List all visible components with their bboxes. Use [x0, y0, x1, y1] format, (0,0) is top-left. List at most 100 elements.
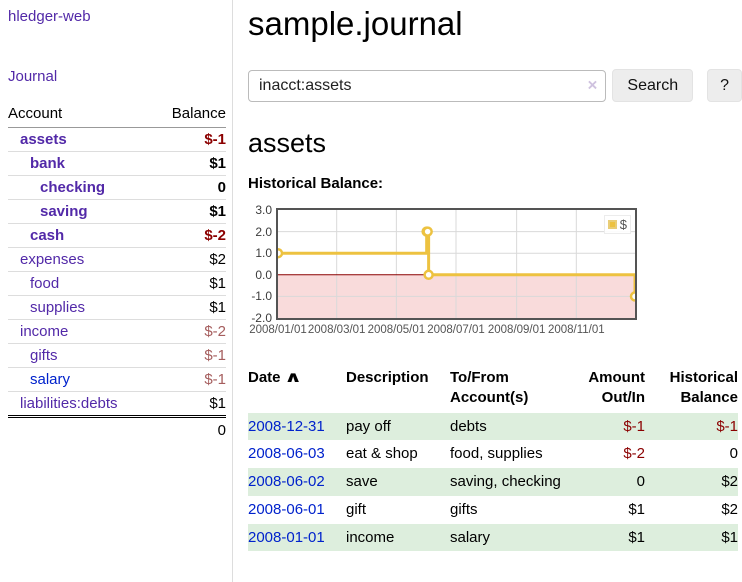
account-row-bank: bank $1 [8, 152, 226, 176]
account-link-expenses[interactable]: expenses [20, 251, 85, 268]
account-link-assets[interactable]: assets [20, 131, 67, 148]
transaction-date-link[interactable]: 2008-06-03 [248, 445, 325, 463]
x-axis-tick-label: 2008/05/01 [367, 324, 426, 336]
y-axis-tick-label: -2.0 [251, 311, 272, 325]
chart-plot-area[interactable]: $ [276, 208, 637, 320]
transaction-accounts: saving, checking [450, 468, 573, 496]
register-row: 2008-06-01 gift gifts $1 $2 [248, 496, 738, 524]
account-row-salary: salary $-1 [8, 368, 226, 392]
account-row-saving: saving $1 [8, 200, 226, 224]
transaction-amount: 0 [573, 468, 645, 496]
x-axis-tick-label: 2008/09/01 [487, 324, 546, 336]
account-link-supplies[interactable]: supplies [30, 299, 86, 316]
transaction-date-link[interactable]: 2008-12-31 [248, 417, 325, 435]
account-link-checking[interactable]: checking [40, 179, 106, 196]
sort-ascending-icon: ∧ [283, 369, 302, 386]
legend-label: $ [619, 217, 627, 232]
transaction-description: income [346, 523, 450, 552]
register-header-row: Date ∧ Description To/From Account(s) Amo… [248, 366, 738, 413]
account-link-income[interactable]: income [20, 323, 69, 340]
x-axis-tick-label: 2008/01/01 [249, 324, 307, 336]
main-content: sample.journal × Search ? assets Histori… [233, 0, 742, 582]
transaction-accounts: food, supplies [450, 445, 543, 463]
x-axis-tick-label: 2008/07/01 [427, 324, 485, 336]
search-button[interactable]: Search [612, 69, 694, 102]
register-row: 2008-06-03 eat & shop food, supplies $-2… [248, 440, 738, 468]
transaction-description: save [346, 468, 450, 496]
transaction-description: eat & shop [346, 445, 418, 463]
account-row-liabilities-debts: liabilities:debts $1 [8, 392, 226, 417]
accounts-header-balance: Balance [171, 105, 226, 122]
transaction-amount: $-1 [573, 412, 645, 441]
register-row: 2008-06-02 save saving, checking 0 $2 [248, 468, 738, 496]
account-link-gifts[interactable]: gifts [30, 347, 58, 364]
account-balance: $1 [209, 275, 226, 292]
account-row-food: food $1 [8, 272, 226, 296]
account-row-gifts: gifts $-1 [8, 344, 226, 368]
account-balance: $-1 [204, 131, 226, 148]
register-row: 2008-12-31 pay off debts $-1 $-1 [248, 412, 738, 441]
account-heading: assets [248, 128, 327, 158]
balance-chart[interactable]: $ 3.0 2.0 1.0 0.0 -1.0 -2.0 2008/01/01 2008/03/… [248, 204, 668, 340]
register-table: Date ∧ Description To/From Account(s) Amo… [248, 366, 738, 552]
register-header-accounts: To/From Account(s) [450, 369, 529, 407]
page-title: sample.journal [248, 5, 463, 42]
y-axis-tick-label: 2.0 [255, 224, 272, 239]
search-box: × [248, 69, 607, 102]
legend-swatch-icon [607, 220, 617, 229]
y-axis-tick-label: 3.0 [255, 203, 272, 217]
account-balance: $-2 [204, 323, 226, 340]
chart-canvas [278, 210, 635, 318]
chart-legend: $ [603, 215, 631, 234]
sidebar-item-journal[interactable]: Journal [8, 68, 58, 85]
clear-search-icon[interactable]: × [587, 75, 598, 95]
search-input[interactable] [248, 69, 607, 102]
account-link-salary[interactable]: salary [30, 371, 71, 388]
transaction-balance: 0 [729, 445, 738, 463]
account-balance: 0 [217, 179, 226, 196]
transaction-accounts: salary [450, 523, 573, 552]
y-axis-tick-label: 0.0 [255, 267, 272, 282]
account-link-saving[interactable]: saving [40, 203, 88, 220]
y-axis-tick-label: -1.0 [251, 289, 272, 304]
x-axis-tick-label: 2008/11/01 [547, 324, 605, 336]
transaction-date-link[interactable]: 2008-06-02 [248, 473, 325, 490]
transaction-amount: $1 [573, 523, 645, 552]
account-balance: $1 [209, 203, 226, 220]
account-balance: $-2 [204, 227, 226, 244]
account-balance: $1 [209, 395, 226, 412]
accounts-header-row: Account Balance [8, 102, 226, 128]
transaction-amount: $-2 [623, 445, 645, 463]
account-link-cash[interactable]: cash [30, 227, 65, 244]
account-row-assets: assets $-1 [8, 128, 226, 152]
transaction-date-link[interactable]: 2008-01-01 [248, 528, 325, 546]
account-link-food[interactable]: food [30, 275, 60, 292]
transaction-balance: $-1 [645, 412, 738, 441]
register-header-date[interactable]: Date ∧ [248, 366, 346, 413]
transaction-balance: $2 [645, 468, 738, 496]
sidebar: hledger-web Journal Account Balance asse… [0, 0, 233, 582]
account-balance: $1 [209, 155, 226, 172]
accounts-total-value: 0 [153, 415, 226, 443]
register-header-amount: Amount Out/In [588, 369, 645, 407]
transaction-accounts: debts [450, 412, 573, 441]
register-row: 2008-01-01 income salary $1 $1 [248, 523, 738, 552]
transaction-balance: $2 [721, 500, 738, 518]
transaction-description: pay off [346, 412, 450, 441]
account-link-bank[interactable]: bank [30, 155, 66, 172]
transaction-date-link[interactable]: 2008-06-01 [248, 500, 325, 518]
account-balance: $-1 [204, 347, 226, 364]
transaction-accounts: gifts [450, 500, 478, 518]
help-button[interactable]: ? [707, 69, 742, 102]
app-title-link[interactable]: hledger-web [8, 8, 91, 25]
account-link-liabilities-debts[interactable]: liabilities:debts [20, 395, 118, 412]
accounts-total-row: 0 [8, 415, 226, 443]
register-header-description: Description [346, 369, 429, 386]
transaction-description: gift [346, 500, 367, 518]
account-balance: $1 [209, 299, 226, 316]
account-row-expenses: expenses $2 [8, 248, 226, 272]
y-axis-tick-label: 1.0 [255, 246, 272, 261]
search-form: × Search ? [248, 69, 742, 102]
accounts-table: Account Balance assets $-1 bank $1 check… [8, 102, 226, 443]
